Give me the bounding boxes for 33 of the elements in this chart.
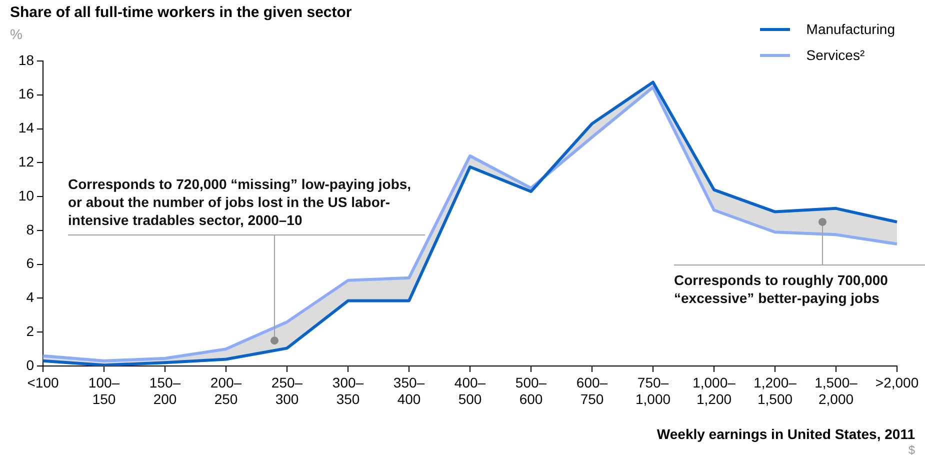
- x-tick-label: 600–750: [576, 374, 608, 408]
- y-tick-label: 18: [18, 52, 34, 68]
- chart-title: Share of all full-time workers in the given sector: [10, 4, 352, 21]
- x-tick-label: >2,000: [875, 374, 919, 390]
- x-tick-label: 200–250: [210, 374, 242, 408]
- x-tick-label: 300–350: [332, 374, 364, 408]
- x-tick-label: 1,500–2,000: [814, 374, 858, 408]
- legend-label: Manufacturing: [806, 21, 895, 37]
- x-tick-label: 750–1,000: [635, 374, 671, 408]
- y-tick-label: 2: [26, 322, 34, 339]
- y-tick-label: 12: [18, 154, 34, 170]
- x-tick-label: 1,000–1,200: [692, 374, 736, 408]
- y-tick-label: 14: [18, 120, 34, 136]
- annotation: Corresponds to roughly 700,000 “excessive” better-paying jobs: [674, 271, 889, 307]
- legend-label: Services²: [806, 47, 865, 63]
- x-tick-label: 100–150: [88, 374, 120, 408]
- x-tick-label: 400–500: [454, 374, 486, 408]
- y-tick-label: 10: [18, 187, 34, 204]
- x-tick-label: 150–200: [149, 374, 181, 408]
- x-tick-label: 1,200–1,500: [754, 374, 797, 408]
- y-tick-label: 8: [26, 221, 34, 238]
- x-tick-label: 350–400: [393, 374, 425, 408]
- text: $: [908, 443, 915, 455]
- x-tick-label: 250–300: [271, 374, 303, 408]
- y-tick-label: 6: [26, 255, 34, 272]
- y-axis-title: %: [10, 26, 22, 42]
- y-tick-label: 0: [26, 356, 34, 373]
- y-tick-label: 16: [18, 86, 34, 102]
- y-tick-label: 4: [26, 289, 34, 306]
- x-tick-label: <100: [27, 374, 59, 390]
- x-axis-title: Weekly earnings in United States, 2011: [656, 426, 915, 442]
- annotation: Corresponds to 720,000 “missing” low-paying jobs, or about the number of jobs lost in the US labor-intensive tradables sector, 2000–10: [68, 175, 412, 229]
- x-tick-label: 500–600: [515, 374, 547, 408]
